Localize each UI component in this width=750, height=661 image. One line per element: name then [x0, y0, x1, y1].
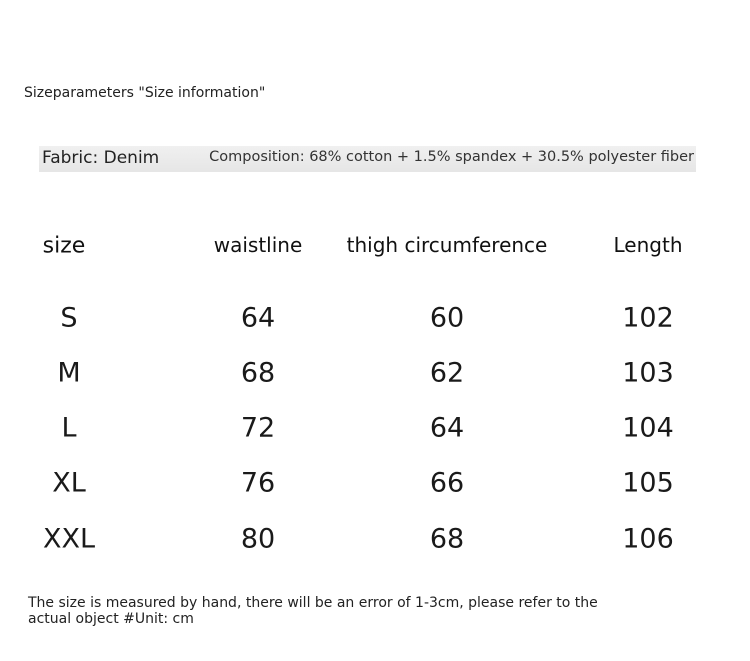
fabric-label: Fabric: Denim	[42, 148, 160, 168]
value-cell: 72	[240, 412, 276, 444]
size-cell: XXL	[42, 523, 96, 555]
value-cell: 64	[240, 302, 276, 334]
value-cell: 104	[622, 412, 674, 444]
column-header: thigh circumference	[346, 233, 548, 257]
value-cell: 68	[240, 357, 276, 389]
value-cell: 66	[429, 467, 465, 499]
column-header: waistline	[213, 233, 303, 257]
value-cell: 106	[622, 523, 674, 555]
value-cell: 103	[622, 357, 674, 389]
value-cell: 68	[429, 523, 465, 555]
value-cell: 105	[622, 467, 674, 499]
column-header: size	[42, 233, 86, 259]
value-cell: 60	[429, 302, 465, 334]
fabric-bar: Fabric: Denim Composition: 68% cotton + …	[39, 146, 696, 172]
value-cell: 62	[429, 357, 465, 389]
composition-label: Composition: 68% cotton + 1.5% spandex +…	[209, 149, 694, 165]
size-cell: L	[61, 412, 77, 444]
size-cell: S	[60, 302, 78, 334]
page-title: Sizeparameters "Size information"	[24, 85, 266, 101]
value-cell: 80	[240, 523, 276, 555]
value-cell: 102	[622, 302, 674, 334]
measurement-note: The size is measured by hand, there will…	[28, 595, 598, 627]
column-header: Length	[613, 233, 683, 257]
value-cell: 76	[240, 467, 276, 499]
value-cell: 64	[429, 412, 465, 444]
size-cell: M	[57, 357, 81, 389]
size-cell: XL	[52, 467, 86, 499]
